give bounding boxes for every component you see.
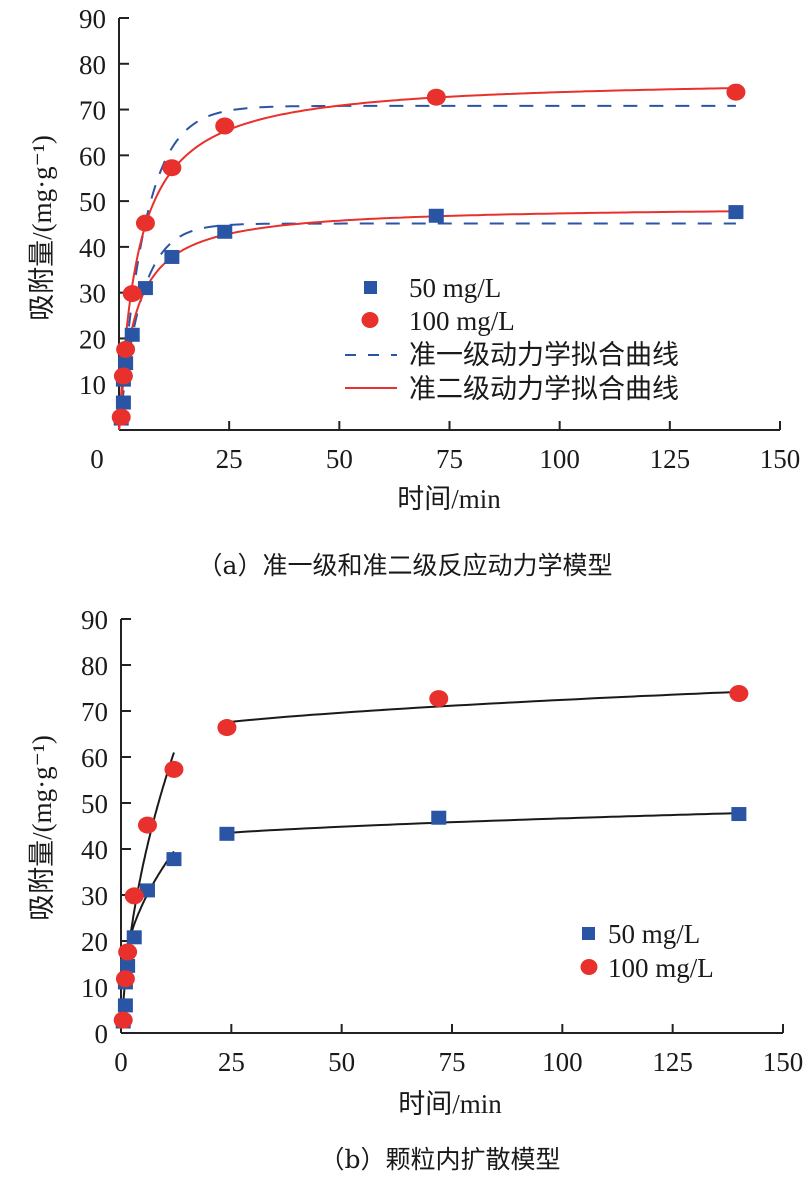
data-point-100mgL bbox=[116, 340, 136, 358]
y-tick-label: 10 bbox=[81, 973, 108, 1003]
y-tick-label: 80 bbox=[79, 50, 106, 80]
x-tick-label: 50 bbox=[326, 444, 353, 474]
y-tick-label: 80 bbox=[81, 651, 108, 681]
data-point-100mgL bbox=[429, 690, 449, 708]
y-tick-label: 90 bbox=[81, 605, 108, 635]
legend-square-50-icon bbox=[582, 927, 595, 940]
y-tick-label: 30 bbox=[79, 279, 106, 309]
panel-a-x-axis-title: 时间/min bbox=[397, 484, 501, 514]
y-tick-label: 10 bbox=[79, 370, 106, 400]
pso-fit-curve-100-mg-L bbox=[118, 87, 736, 431]
y-tick-label: 70 bbox=[79, 96, 106, 126]
panel-a-chart: 0 25 50 75 100 125 150 10 20 30 40 50 60 70 80 90 时间/mi… bbox=[27, 4, 800, 580]
legend-square-50-icon bbox=[364, 281, 377, 294]
y-tick-label: 60 bbox=[81, 743, 108, 773]
data-point-100mgL bbox=[162, 159, 182, 177]
data-point-50mgL bbox=[124, 327, 140, 342]
data-point-50mgL bbox=[137, 281, 153, 296]
data-point-50mgL bbox=[120, 958, 136, 973]
panel-b-data-points bbox=[113, 685, 749, 1029]
panel-a-legend-label-100: 100 mg/L bbox=[409, 306, 515, 336]
data-point-50mgL bbox=[217, 224, 233, 239]
data-point-100mgL bbox=[115, 970, 135, 988]
panel-b-legend: 50 mg/L 100 mg/L bbox=[580, 919, 714, 983]
panel-b-caption: （b）颗粒内扩散模型 bbox=[319, 1145, 560, 1174]
legend-circle-100-icon bbox=[580, 959, 598, 975]
x-tick-label: 50 bbox=[328, 1047, 355, 1077]
x-tick-label: 0 bbox=[90, 444, 104, 474]
y-tick-label: 40 bbox=[81, 835, 108, 865]
panel-a-fit-curves bbox=[118, 87, 736, 431]
panel-a-legend-label-50: 50 mg/L bbox=[409, 273, 501, 303]
data-point-50mgL bbox=[731, 807, 747, 822]
data-point-100mgL bbox=[137, 816, 157, 834]
data-point-100mgL bbox=[122, 285, 142, 303]
data-point-50mgL bbox=[431, 810, 447, 825]
x-tick-label: 75 bbox=[439, 1047, 466, 1077]
y-tick-label: 70 bbox=[81, 697, 108, 727]
y-tick-label: 30 bbox=[81, 881, 108, 911]
pso-fit-curve-50-mg-L bbox=[118, 210, 736, 431]
y-tick-label: 0 bbox=[95, 1019, 109, 1049]
panel-a-legend-label-pso: 准二级动力学拟合曲线 bbox=[409, 374, 679, 404]
data-point-50mgL bbox=[428, 208, 444, 223]
x-tick-label: 25 bbox=[218, 1047, 245, 1077]
panel-a-data-points bbox=[111, 83, 746, 426]
x-tick-label: 100 bbox=[539, 444, 580, 474]
data-point-50mgL bbox=[117, 998, 133, 1013]
x-tick-label: 150 bbox=[760, 444, 801, 474]
panel-b-legend-label-50: 50 mg/L bbox=[608, 919, 700, 949]
y-tick-label: 50 bbox=[81, 789, 108, 819]
x-tick-label: 100 bbox=[542, 1047, 583, 1077]
panel-b-legend-label-100: 100 mg/L bbox=[608, 953, 714, 983]
x-tick-label: 0 bbox=[114, 1047, 128, 1077]
x-tick-label: 75 bbox=[436, 444, 463, 474]
data-point-50mgL bbox=[118, 356, 134, 371]
data-point-50mgL bbox=[164, 249, 180, 264]
panel-a-axes: 0 25 50 75 100 125 150 10 20 30 40 50 60 70 80 90 bbox=[79, 4, 800, 474]
panel-b-axes: 0 25 50 75 100 125 150 0 10 20 30 40 50 60 70 80 90 bbox=[81, 605, 803, 1077]
diffusion-fit-line-2 bbox=[226, 690, 739, 724]
y-tick-label: 90 bbox=[79, 4, 106, 34]
data-point-50mgL bbox=[126, 930, 142, 945]
panel-b-x-axis-title: 时间/min bbox=[398, 1089, 502, 1119]
panel-a-legend-label-pfo: 准一级动力学拟合曲线 bbox=[409, 340, 679, 370]
data-point-50mgL bbox=[139, 883, 155, 898]
data-point-100mgL bbox=[726, 83, 746, 101]
data-point-100mgL bbox=[135, 214, 155, 232]
data-point-50mgL bbox=[728, 205, 744, 220]
panel-a-y-axis-title: 吸附量/(mg·g⁻¹) bbox=[27, 135, 57, 321]
data-point-100mgL bbox=[217, 719, 237, 737]
y-tick-label: 40 bbox=[79, 233, 106, 263]
x-tick-label: 125 bbox=[650, 444, 691, 474]
data-point-100mgL bbox=[113, 367, 133, 385]
panel-a-legend: 50 mg/L 100 mg/L 准一级动力学拟合曲线 准二级动力学拟合曲线 bbox=[345, 273, 679, 404]
panel-b-y-axis-title: 吸附量/(mg·g⁻¹) bbox=[27, 735, 57, 921]
diffusion-fit-line-3 bbox=[226, 812, 739, 834]
panel-b-chart: 0 25 50 75 100 125 150 0 10 20 30 40 50 60 70 80 90 时间/m… bbox=[27, 605, 803, 1174]
legend-circle-100-icon bbox=[361, 312, 379, 328]
x-tick-label: 150 bbox=[763, 1047, 804, 1077]
data-point-100mgL bbox=[164, 760, 184, 778]
x-tick-label: 125 bbox=[652, 1047, 693, 1077]
data-point-50mgL bbox=[115, 395, 131, 410]
data-point-100mgL bbox=[118, 943, 138, 961]
data-point-100mgL bbox=[729, 685, 749, 703]
data-point-100mgL bbox=[215, 117, 235, 135]
pfo-fit-curve-100-mg-L bbox=[118, 104, 736, 431]
y-tick-label: 50 bbox=[79, 187, 106, 217]
y-tick-label: 20 bbox=[81, 927, 108, 957]
y-tick-label: 20 bbox=[79, 324, 106, 354]
y-tick-label: 60 bbox=[79, 141, 106, 171]
data-point-100mgL bbox=[124, 887, 144, 905]
data-point-100mgL bbox=[426, 88, 446, 106]
data-point-50mgL bbox=[166, 852, 182, 867]
x-tick-label: 25 bbox=[216, 444, 243, 474]
data-point-100mgL bbox=[113, 1011, 133, 1029]
data-point-50mgL bbox=[219, 826, 235, 841]
data-point-100mgL bbox=[111, 408, 131, 426]
panel-a-caption: （a）准一级和准二级反应动力学模型 bbox=[198, 551, 613, 580]
